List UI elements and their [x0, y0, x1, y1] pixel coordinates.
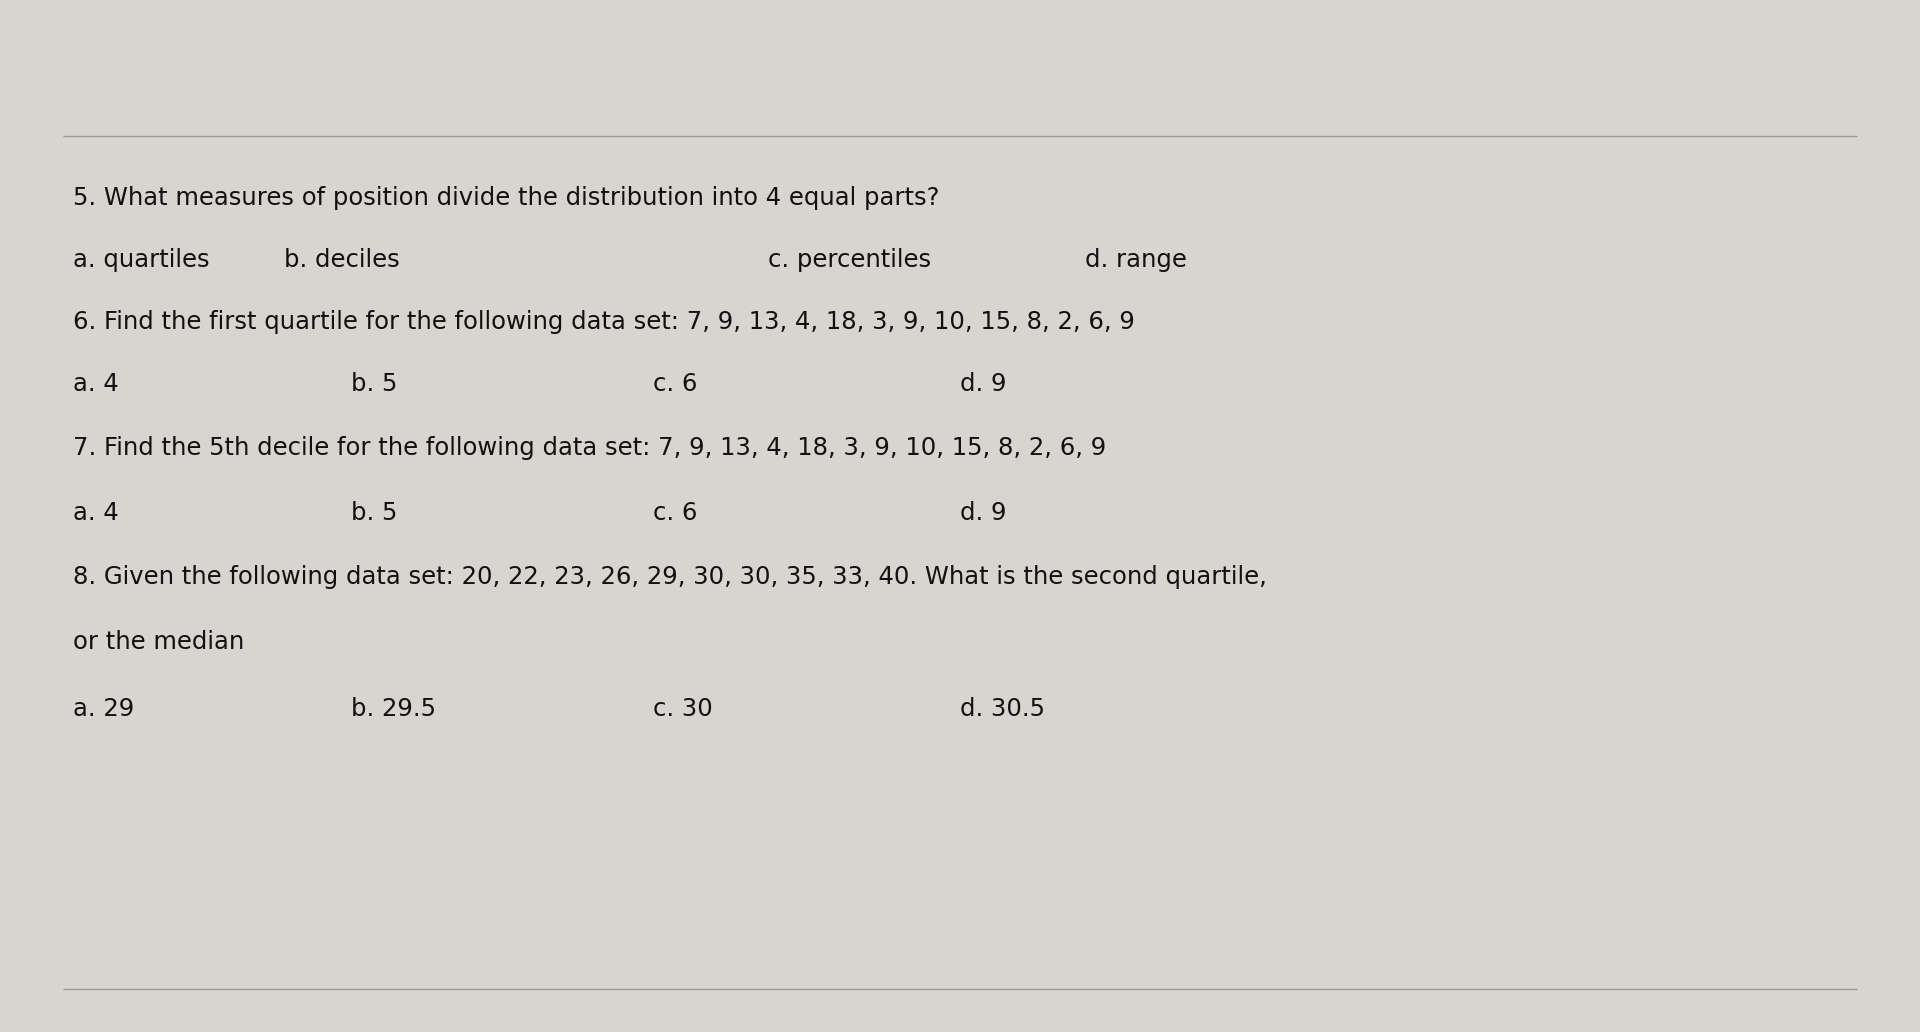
Text: a. 4: a. 4 — [73, 372, 119, 395]
Text: c. percentiles: c. percentiles — [768, 248, 931, 271]
Text: d. 9: d. 9 — [960, 372, 1006, 395]
Text: 5. What measures of position divide the distribution into 4 equal parts?: 5. What measures of position divide the … — [73, 186, 939, 209]
Text: d. range: d. range — [1085, 248, 1187, 271]
Text: c. 30: c. 30 — [653, 697, 712, 720]
Text: b. 5: b. 5 — [351, 501, 397, 524]
Text: a. 4: a. 4 — [73, 501, 119, 524]
Text: c. 6: c. 6 — [653, 501, 697, 524]
Text: 8. Given the following data set: 20, 22, 23, 26, 29, 30, 30, 35, 33, 40. What is: 8. Given the following data set: 20, 22,… — [73, 565, 1267, 588]
Text: a. 29: a. 29 — [73, 697, 134, 720]
Text: b. deciles: b. deciles — [284, 248, 399, 271]
Text: or the median: or the median — [73, 630, 244, 653]
Text: c. 6: c. 6 — [653, 372, 697, 395]
Text: d. 30.5: d. 30.5 — [960, 697, 1044, 720]
Text: d. 9: d. 9 — [960, 501, 1006, 524]
Text: 6. Find the first quartile for the following data set: 7, 9, 13, 4, 18, 3, 9, 10: 6. Find the first quartile for the follo… — [73, 310, 1135, 333]
Text: b. 5: b. 5 — [351, 372, 397, 395]
Text: 7. Find the 5th decile for the following data set: 7, 9, 13, 4, 18, 3, 9, 10, 15: 7. Find the 5th decile for the following… — [73, 436, 1106, 459]
Text: b. 29.5: b. 29.5 — [351, 697, 436, 720]
Text: a. quartiles: a. quartiles — [73, 248, 209, 271]
